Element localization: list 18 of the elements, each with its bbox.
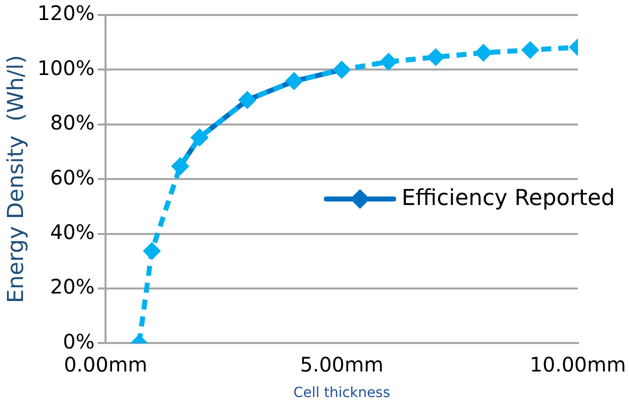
- y-tick-label: 120%: [37, 1, 95, 26]
- point: [521, 41, 540, 60]
- x-axis-title: Cell thickness: [293, 385, 390, 402]
- y-tick-label: 40%: [50, 220, 95, 244]
- y-tick-label: 60%: [50, 165, 95, 190]
- x-tick-label: 0.00mm: [64, 352, 148, 376]
- y-tick-label: 100%: [37, 56, 95, 80]
- legend-label: Efficiency Reported: [402, 186, 615, 211]
- y-axis-title: Energy Density (Wh/l): [4, 55, 29, 304]
- point: [379, 52, 398, 71]
- point: [474, 44, 492, 62]
- y-tick-label: 80%: [50, 110, 95, 135]
- y-tick-label: 20%: [50, 274, 95, 299]
- y-tick-label: 0%: [62, 329, 95, 354]
- point: [426, 48, 445, 66]
- x-tick-label: 10.00mm: [530, 352, 626, 376]
- x-tick-label: 5.00mm: [300, 352, 384, 376]
- point: [142, 242, 161, 260]
